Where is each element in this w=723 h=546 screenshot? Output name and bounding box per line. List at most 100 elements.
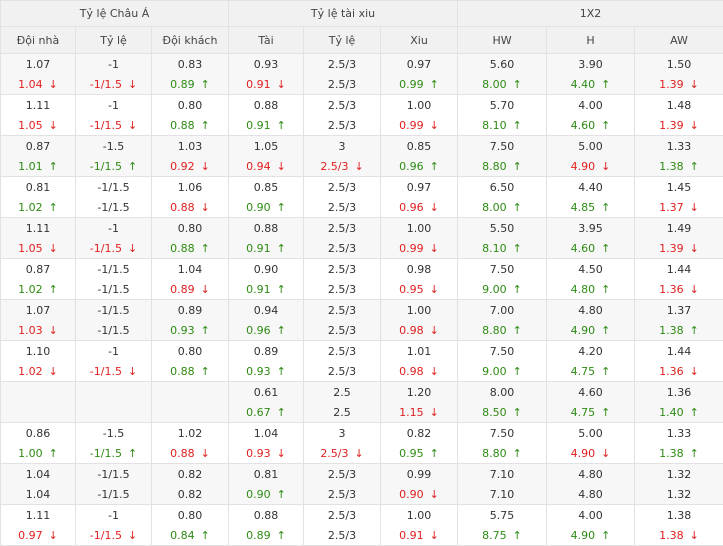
odds-value: -1/1.5 — [90, 365, 122, 378]
live-odds: 0.96 — [381, 197, 457, 217]
odds-value: 8.10 — [482, 119, 507, 132]
live-odds: 1.36 — [635, 279, 723, 299]
odds-cell-handicap — [76, 382, 152, 423]
odds-value: 1.02 — [18, 365, 43, 378]
odds-value: 0.88 — [170, 365, 195, 378]
odds-value: 1.07 — [26, 304, 51, 317]
opening-odds: 1.49 — [635, 218, 723, 238]
odds-value: 0.98 — [399, 324, 424, 337]
live-odds: -1/1.5 — [76, 115, 151, 135]
live-odds: 4.80 — [547, 484, 634, 504]
odds-value: 0.95 — [399, 283, 424, 296]
opening-odds: 4.20 — [547, 341, 634, 361]
odds-value: 8.00 — [482, 201, 507, 214]
odds-value: 4.80 — [578, 468, 603, 481]
opening-odds: 1.05 — [229, 136, 303, 156]
opening-odds: 3 — [304, 423, 380, 443]
odds-value: 0.93 — [170, 324, 195, 337]
opening-odds: 6.50 — [458, 177, 546, 197]
arrow-up-icon — [690, 406, 699, 419]
odds-value: 4.90 — [571, 447, 596, 460]
odds-cell-draw: 4.80 4.80 — [547, 464, 635, 505]
odds-value: -1/1.5 — [90, 119, 122, 132]
odds-value: 9.00 — [482, 365, 507, 378]
odds-value: -1/1.5 — [97, 263, 129, 276]
live-odds: 0.88 — [152, 238, 228, 258]
live-odds: 2.5/3 — [304, 361, 380, 381]
arrow-down-icon — [430, 119, 439, 132]
live-odds: 0.89 — [152, 279, 228, 299]
odds-value: 0.82 — [178, 468, 203, 481]
live-odds: 0.98 — [381, 320, 457, 340]
arrow-down-icon — [430, 201, 439, 214]
odds-cell-handicap: -1-1/1.5 — [76, 341, 152, 382]
odds-value: 1.06 — [178, 181, 203, 194]
opening-odds: 0.88 — [229, 218, 303, 238]
live-odds: -1/1.5 — [76, 279, 151, 299]
live-odds: 8.10 — [458, 238, 546, 258]
opening-odds: 1.38 — [635, 505, 723, 525]
opening-odds: 7.50 — [458, 341, 546, 361]
live-odds: 1.39 — [635, 238, 723, 258]
odds-value: 8.00 — [482, 78, 507, 91]
live-odds: 0.88 — [152, 443, 228, 463]
arrow-down-icon — [690, 78, 699, 91]
live-odds: 0.84 — [152, 525, 228, 545]
opening-odds: -1.5 — [76, 423, 151, 443]
live-odds: 1.32 — [635, 484, 723, 504]
odds-value: 1.39 — [659, 119, 684, 132]
live-odds: 4.80 — [547, 279, 634, 299]
odds-cell-home — [1, 382, 76, 423]
arrow-up-icon — [201, 119, 210, 132]
live-odds: 1.04 — [1, 484, 75, 504]
live-odds: 0.82 — [152, 484, 228, 504]
odds-value: 7.50 — [490, 427, 515, 440]
opening-odds: 1.50 — [635, 54, 723, 74]
live-odds: 0.90 — [381, 484, 457, 504]
odds-value: 0.98 — [399, 365, 424, 378]
odds-value: -1/1.5 — [90, 242, 122, 255]
odds-cell-under: 0.99 0.90 — [381, 464, 458, 505]
odds-value: 1.39 — [659, 78, 684, 91]
odds-value: -1/1.5 — [90, 78, 122, 91]
odds-value: 0.88 — [254, 509, 279, 522]
odds-value: -1/1.5 — [90, 447, 122, 460]
arrow-down-icon — [201, 283, 210, 296]
table-row: 0.811.02-1/1.5-1/1.51.060.880.850.902.5/… — [1, 177, 723, 218]
odds-value: 0.99 — [407, 468, 432, 481]
live-odds: 0.67 — [229, 402, 303, 422]
odds-value: 7.50 — [490, 345, 515, 358]
odds-cell-handicap: -1.5 -1/1.5 — [76, 423, 152, 464]
odds-value: -1/1.5 — [90, 529, 122, 542]
odds-value: 0.93 — [254, 58, 279, 71]
opening-odds: 0.88 — [229, 95, 303, 115]
live-odds: -1/1.5 — [76, 197, 151, 217]
odds-value: 1.37 — [667, 304, 692, 317]
odds-value: 0.81 — [26, 181, 51, 194]
odds-cell-handicap: -1/1.5-1/1.5 — [76, 464, 152, 505]
live-odds — [152, 402, 228, 422]
opening-odds: 0.80 — [152, 218, 228, 238]
odds-value: 0.88 — [170, 447, 195, 460]
odds-value: 5.00 — [578, 427, 603, 440]
live-odds: 2.5/3 — [304, 525, 380, 545]
odds-value: -1/1.5 — [97, 304, 129, 317]
odds-value: 0.91 — [399, 529, 424, 542]
